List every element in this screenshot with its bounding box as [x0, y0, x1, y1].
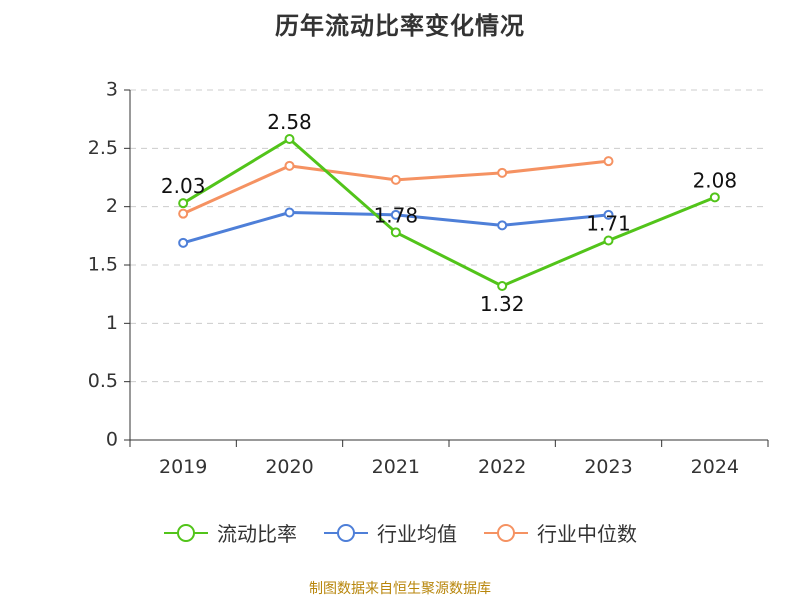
- legend-swatch: [484, 523, 528, 542]
- data-label: 1.32: [480, 292, 525, 316]
- chart-title: 历年流动比率变化情况: [275, 12, 525, 40]
- series-lines: [178, 134, 720, 291]
- data-point: [497, 220, 508, 231]
- data-point: [709, 192, 720, 203]
- data-point: [178, 208, 189, 219]
- legend-label: 流动比率: [217, 522, 297, 546]
- x-tick-label: 2019: [159, 456, 207, 478]
- legend-item[interactable]: 行业均值: [323, 518, 457, 547]
- legend-label: 行业均值: [377, 522, 457, 546]
- data-label: 2.03: [161, 174, 206, 198]
- data-point: [497, 167, 508, 178]
- data-point: [284, 134, 295, 144]
- x-tick-label: 2020: [265, 456, 313, 478]
- data-point: [284, 207, 295, 218]
- legend-item[interactable]: 流动比率: [163, 518, 297, 547]
- y-tick-label: 2: [106, 195, 118, 217]
- y-tick-label: 2.5: [88, 137, 118, 159]
- data-label: 2.08: [693, 168, 738, 192]
- data-point: [390, 209, 401, 220]
- data-label: 1.71: [586, 212, 631, 236]
- data-point: [178, 237, 189, 248]
- data-point: [284, 160, 295, 171]
- x-tick-label: 2023: [584, 456, 632, 478]
- y-tick-label: 1: [106, 312, 118, 334]
- data-label: 1.78: [374, 203, 419, 227]
- legend-swatch: [164, 523, 208, 542]
- data-point: [603, 209, 614, 220]
- data-point: [497, 281, 508, 291]
- y-tick-label: 0: [106, 429, 118, 451]
- x-tick-label: 2024: [691, 456, 739, 478]
- data-point: [603, 156, 614, 167]
- source-note: 制图数据来自恒生聚源数据库: [309, 581, 491, 597]
- legend-swatch: [324, 523, 368, 542]
- x-tick-label: 2022: [478, 456, 526, 478]
- y-tick-label: 3: [106, 79, 118, 101]
- y-tick-label: 1.5: [88, 254, 118, 276]
- data-point: [603, 235, 614, 246]
- y-tick-label: 0.5: [88, 370, 118, 392]
- grid-lines: [130, 89, 768, 383]
- data-point: [178, 198, 189, 209]
- data-labels: 2.03 2.58 1.78 1.32 1.71 2.08: [161, 110, 737, 316]
- legend-label: 行业中位数: [537, 522, 637, 546]
- legend-item[interactable]: 行业中位数: [483, 518, 637, 547]
- x-tick-label: 2021: [372, 456, 420, 478]
- legend: 流动比率 行业均值 行业中位数: [0, 518, 800, 547]
- data-point: [390, 227, 401, 238]
- data-point: [390, 174, 401, 185]
- data-label: 2.58: [267, 110, 312, 134]
- axes: 0 0.5 1 1.5 2 2.5 3 2019 2020 2021 2022 2023 2024: [88, 79, 769, 478]
- series-line: [182, 137, 716, 288]
